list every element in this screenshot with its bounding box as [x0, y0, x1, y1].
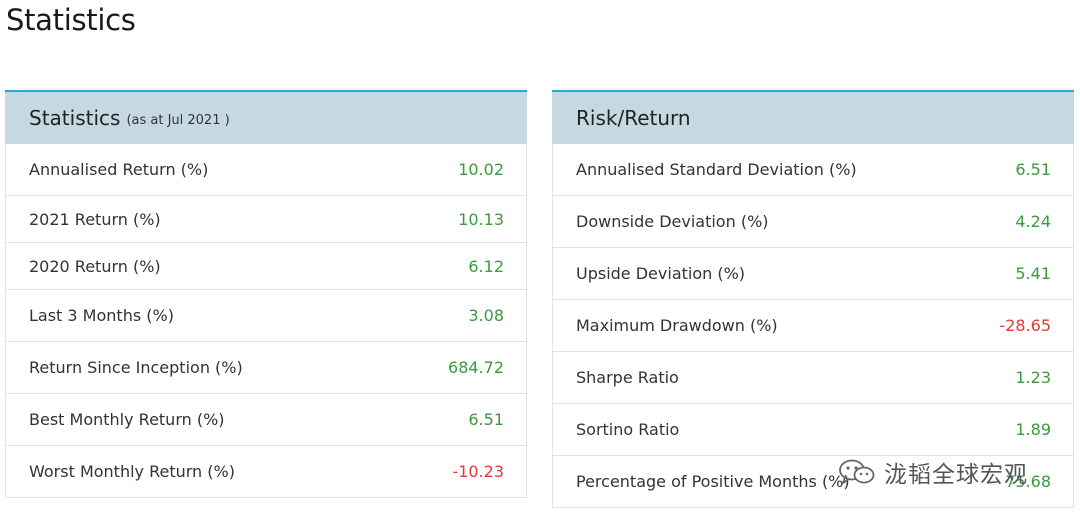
risk-return-panel: Risk/Return Annualised Standard Deviatio… — [552, 90, 1074, 508]
risk-row-label: Percentage of Positive Months (%) — [576, 472, 850, 491]
risk-return-panel-title: Risk/Return — [576, 106, 691, 130]
stat-row: Best Monthly Return (%) 6.51 — [5, 394, 527, 446]
stat-row-label: Worst Monthly Return (%) — [29, 462, 235, 481]
risk-row-value: 5.41 — [1015, 264, 1051, 283]
risk-row-value: 1.89 — [1015, 420, 1051, 439]
stat-row-value: -10.23 — [452, 462, 504, 481]
stat-row-value: 6.12 — [468, 256, 504, 276]
stat-row: Annualised Return (%) 10.02 — [5, 144, 527, 196]
stat-row: Worst Monthly Return (%) -10.23 — [5, 446, 527, 498]
risk-row-value: -28.65 — [999, 316, 1051, 335]
stat-row: Last 3 Months (%) 3.08 — [5, 290, 527, 342]
risk-return-rows: Annualised Standard Deviation (%) 6.51 Dow… — [552, 144, 1074, 508]
stat-row-label: 2020 Return (%) — [29, 256, 161, 276]
stat-row: 2021 Return (%) 10.13 — [5, 196, 527, 243]
risk-row-value: 6.51 — [1015, 160, 1051, 179]
stat-row-label: Last 3 Months (%) — [29, 306, 174, 325]
stat-row-label: Annualised Return (%) — [29, 160, 209, 179]
risk-row: Sortino Ratio 1.89 — [552, 404, 1074, 456]
risk-row-value: 4.24 — [1015, 212, 1051, 231]
stat-row-value: 684.72 — [448, 358, 504, 377]
statistics-panel-subtitle: (as at Jul 2021 ) — [126, 113, 230, 128]
risk-row-value: 1.23 — [1015, 368, 1051, 387]
page-title: Statistics — [6, 3, 136, 37]
stat-row-label: 2021 Return (%) — [29, 209, 161, 229]
statistics-panel-header: Statistics (as at Jul 2021 ) — [5, 92, 527, 144]
statistics-panel: Statistics (as at Jul 2021 ) Annualised … — [5, 90, 527, 498]
risk-row-label: Upside Deviation (%) — [576, 264, 746, 283]
risk-row: Maximum Drawdown (%) -28.65 — [552, 300, 1074, 352]
stat-row: Return Since Inception (%) 684.72 — [5, 342, 527, 394]
risk-return-panel-header: Risk/Return — [552, 92, 1074, 144]
risk-row-label: Maximum Drawdown (%) — [576, 316, 778, 335]
risk-row: Annualised Standard Deviation (%) 6.51 — [552, 144, 1074, 196]
risk-row: Sharpe Ratio 1.23 — [552, 352, 1074, 404]
stat-row-value: 3.08 — [468, 306, 504, 325]
risk-row-label: Downside Deviation (%) — [576, 212, 769, 231]
stat-row-label: Return Since Inception (%) — [29, 358, 243, 377]
stat-row-value: 6.51 — [468, 410, 504, 429]
risk-row-label: Annualised Standard Deviation (%) — [576, 160, 857, 179]
stat-row-value: 10.13 — [458, 209, 504, 229]
risk-row: Upside Deviation (%) 5.41 — [552, 248, 1074, 300]
risk-row-label: Sharpe Ratio — [576, 368, 679, 387]
stat-row: 2020 Return (%) 6.12 — [5, 243, 527, 290]
stat-row-value: 10.02 — [458, 160, 504, 179]
risk-row-label: Sortino Ratio — [576, 420, 680, 439]
risk-row: Percentage of Positive Months (%) 75.68 — [552, 456, 1074, 508]
risk-row: Downside Deviation (%) 4.24 — [552, 196, 1074, 248]
statistics-rows: Annualised Return (%) 10.02 2021 Return (%… — [5, 144, 527, 498]
risk-row-value: 75.68 — [1005, 472, 1051, 491]
stat-row-label: Best Monthly Return (%) — [29, 410, 225, 429]
statistics-panel-title: Statistics — [29, 106, 121, 130]
